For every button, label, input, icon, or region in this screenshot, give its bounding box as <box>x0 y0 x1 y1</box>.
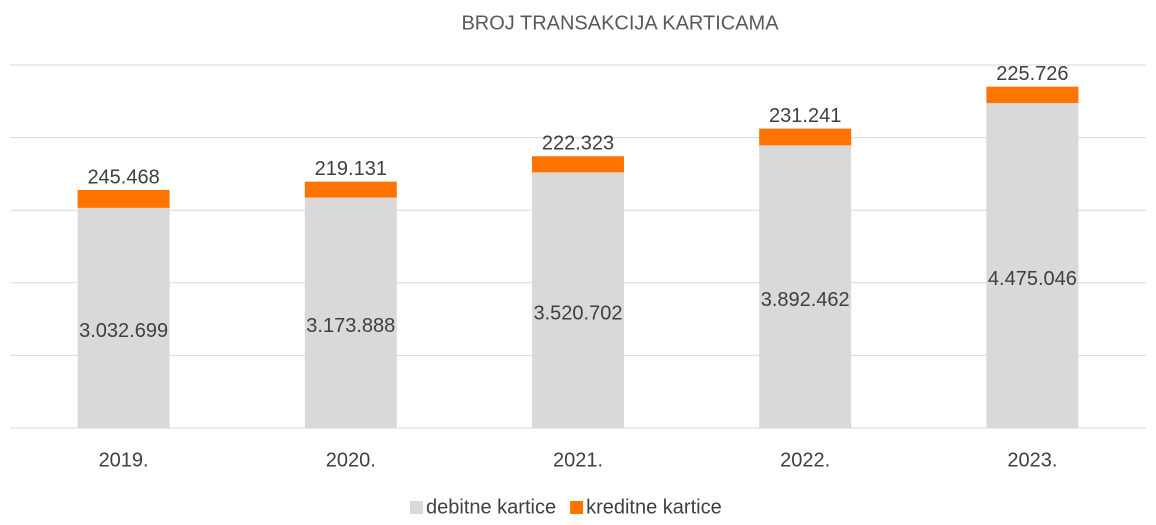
x-tick-label: 2021. <box>553 449 603 471</box>
bar-segment <box>77 190 170 208</box>
data-label: 3.520.702 <box>534 302 623 324</box>
x-tick-label: 2019. <box>99 449 149 471</box>
bar-segment <box>77 207 170 428</box>
legend-swatch <box>570 501 584 514</box>
bar-segment <box>304 181 397 198</box>
x-tick-label: 2023. <box>1007 449 1057 471</box>
bar-segment <box>532 172 624 428</box>
legend-swatch <box>410 501 423 514</box>
bar-segment <box>986 103 1079 428</box>
data-label: 219.131 <box>315 158 387 180</box>
data-label: 222.323 <box>542 133 614 155</box>
x-tick-label: 2022. <box>780 449 830 471</box>
data-label: 231.241 <box>769 105 841 127</box>
bar-segment <box>532 156 624 173</box>
bar-segment <box>759 128 852 146</box>
legend-label: kreditne kartice <box>586 496 722 518</box>
data-label: 3.173.888 <box>306 315 395 337</box>
bar-segment <box>986 86 1079 104</box>
bar-segment <box>304 197 397 428</box>
data-label: 4.475.046 <box>988 268 1077 290</box>
x-tick-label: 2020. <box>326 449 376 471</box>
chart-title: BROJ TRANSAKCIJA KARTICAMA <box>461 12 779 34</box>
data-label: 3.892.462 <box>761 289 850 311</box>
legend-label: debitne kartice <box>426 496 556 518</box>
bar-segment <box>759 145 852 428</box>
data-label: 3.032.699 <box>79 320 168 342</box>
data-label: 245.468 <box>87 166 159 188</box>
data-label: 225.726 <box>996 63 1068 85</box>
